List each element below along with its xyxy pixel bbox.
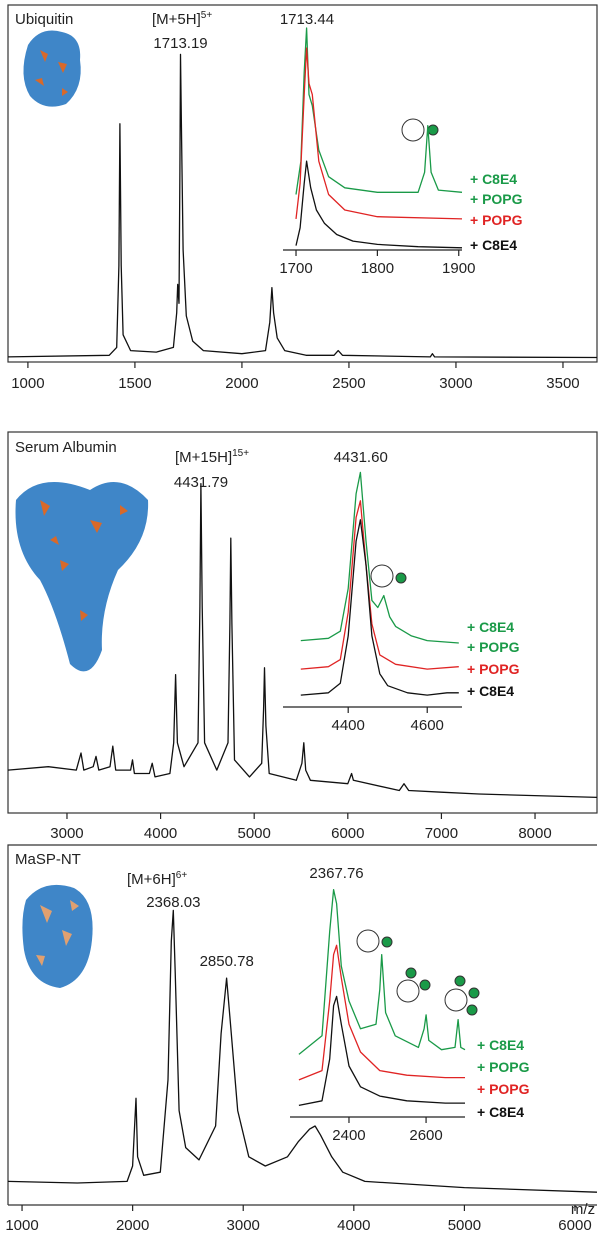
x-tick-label: 1000 [5,1217,38,1234]
x-tick-label: 2500 [332,375,365,392]
lipid [468,987,480,999]
spectrum [7,482,598,799]
spectrum [7,909,598,1193]
x-tick-label: 3500 [546,375,579,392]
ion-charge: 6+ [176,870,188,881]
peak-label: 1713.19 [153,35,207,52]
lipid [381,936,393,948]
lipid [466,1004,478,1016]
x-tick-label: 7000 [425,825,458,842]
micelle [356,929,380,953]
ion-formula: [M+5H] [152,11,201,28]
spectrum [295,160,463,249]
protein-structure [22,884,93,988]
panel-title: Ubiquitin [15,11,73,28]
spectrum [298,888,466,1055]
spectrum [295,47,463,220]
spectrum [300,500,459,670]
panel-frame [7,4,598,363]
peak-label: 2368.03 [146,894,200,911]
legend-label: + C8E4 [477,1037,524,1053]
ion-label: [M+15H]15+ [175,448,249,466]
legend-label: + C8E4 [477,1104,524,1120]
x-tick-label: 1000 [11,375,44,392]
ligand-icons [356,118,480,1016]
x-tick-label: 1700 [279,260,312,277]
legend-label: + C8E4 [467,683,514,699]
panel-title: Serum Albumin [15,439,117,456]
x-tick-label: 4400 [332,717,365,734]
protein-patch [35,50,68,96]
x-tick-label: 2600 [409,1127,442,1144]
protein-structure [23,30,81,107]
lipid [395,572,407,584]
x-tick-label: 5000 [238,825,271,842]
x-tick-label: 2000 [116,1217,149,1234]
panel-frame [7,844,597,1206]
protein-structure [15,482,149,672]
ion-charge: 5+ [201,10,213,21]
x-tick-label: 6000 [331,825,364,842]
x-tick-label: 3000 [439,375,472,392]
peak-label: 2367.76 [309,865,363,882]
lipid [419,979,431,991]
x-tick-label: 6000 [558,1217,591,1234]
spectrum [300,519,459,696]
protein-icons [15,30,149,988]
ion-formula: [M+6H] [127,871,176,888]
micelle [444,988,468,1012]
legend-label: + POPG [477,1059,530,1075]
x-axis-label: m/z [571,1201,595,1218]
x-tick-label: 1500 [118,375,151,392]
peak-label: 1713.44 [280,11,334,28]
spectrum [7,53,598,359]
x-tick-label: 5000 [448,1217,481,1234]
legend-label: + POPG [467,639,520,655]
lipid [427,124,439,136]
legend-label: + POPG [467,661,520,677]
x-tick-label: 2000 [225,375,258,392]
micelle [396,979,420,1003]
x-tick-label: 4000 [337,1217,370,1234]
ion-charge: 15+ [232,448,249,459]
ion-formula: [M+15H] [175,449,232,466]
legend-label: + C8E4 [470,171,517,187]
legend-label: + C8E4 [470,237,517,253]
ion-label: [M+5H]5+ [152,10,212,28]
frames [7,4,598,1206]
x-tick-label: 3000 [50,825,83,842]
peak-label: 4431.79 [174,474,228,491]
x-tick-label: 2400 [332,1127,365,1144]
x-tick-label: 4000 [144,825,177,842]
x-tick-label: 1900 [442,260,475,277]
legend-label: + POPG [477,1081,530,1097]
panel-frame [7,431,598,814]
x-tick-label: 3000 [227,1217,260,1234]
legend-label: + POPG [470,191,523,207]
x-tick-label: 4600 [411,717,444,734]
micelle [401,118,425,142]
legend-label: + POPG [470,212,523,228]
legend-label: + C8E4 [467,619,514,635]
spectrum [295,27,463,195]
spectrum [298,995,465,1107]
peak-label: 2850.78 [200,953,254,970]
panel-title: MaSP-NT [15,851,81,868]
spectrum [300,471,459,644]
peak-label: 4431.60 [334,449,388,466]
lipid [405,967,417,979]
lipid [454,975,466,987]
ion-label: [M+6H]6+ [127,870,187,888]
protein-patch [36,900,79,966]
x-tick-label: 8000 [518,825,551,842]
spectrum [298,944,465,1081]
x-tick-label: 1800 [361,260,394,277]
micelle [370,564,394,588]
